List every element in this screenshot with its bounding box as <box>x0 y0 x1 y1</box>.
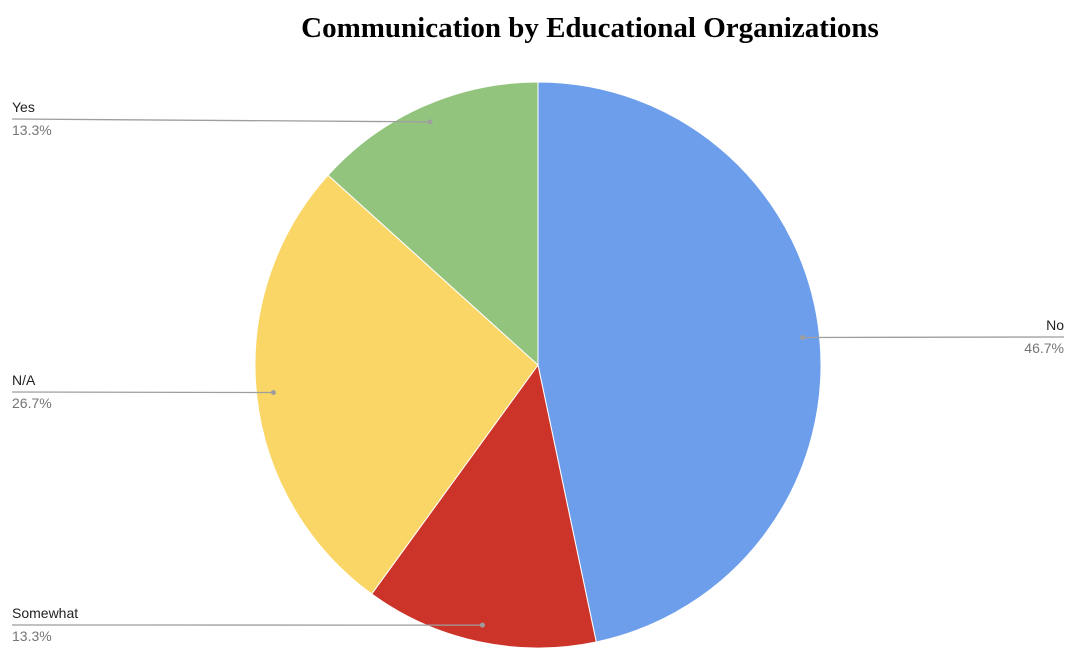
slice-label-somewhat: Somewhat <box>12 605 78 621</box>
pie-slice-no <box>537 81 822 643</box>
leader-line-yes <box>11 118 431 123</box>
slice-percent-no: 46.7% <box>1024 340 1064 356</box>
pie-slice-yes <box>327 81 539 367</box>
pie-slice-na <box>254 174 539 595</box>
slice-label-yes: Yes <box>12 99 35 115</box>
slice-label-no: No <box>1046 317 1064 333</box>
leader-dot-no <box>800 334 806 340</box>
slice-label-na: N/A <box>12 372 36 388</box>
leader-dot-somewhat <box>479 622 485 628</box>
slice-leader-lines <box>11 118 1065 628</box>
pie-slice-somewhat <box>370 363 597 648</box>
slice-percent-na: 26.7% <box>12 395 52 411</box>
leader-dot-yes <box>427 119 433 125</box>
slice-percent-yes: 13.3% <box>12 122 52 138</box>
leader-line-na <box>11 391 274 394</box>
leader-dot-na <box>270 390 276 396</box>
slice-percent-somewhat: 13.3% <box>12 628 52 644</box>
pie-slices <box>254 81 822 648</box>
chart-title: Communication by Educational Organizatio… <box>301 12 879 44</box>
